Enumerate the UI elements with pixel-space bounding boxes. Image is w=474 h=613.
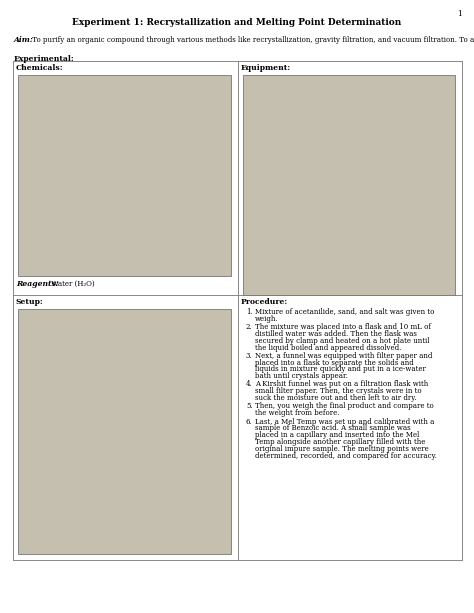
Text: distilled water was added. Then the flask was: distilled water was added. Then the flas…	[255, 330, 417, 338]
Text: A Kirshit funnel was put on a filtration flask with: A Kirshit funnel was put on a filtration…	[255, 381, 428, 389]
Text: The mixture was placed into a flask and 10 mL of: The mixture was placed into a flask and …	[255, 323, 431, 331]
Text: Water (H₂O): Water (H₂O)	[49, 280, 95, 288]
Text: Setup:: Setup:	[16, 298, 44, 306]
Text: Experiment 1: Recrystallization and Melting Point Determination: Experiment 1: Recrystallization and Melt…	[73, 18, 401, 27]
Text: Aim:: Aim:	[14, 36, 34, 44]
Text: 1.: 1.	[246, 308, 253, 316]
Text: Next, a funnel was equipped with filter paper and: Next, a funnel was equipped with filter …	[255, 352, 432, 360]
Text: To purify an organic compound through various methods like recrystallization, gr: To purify an organic compound through va…	[30, 36, 474, 44]
Text: original impure sample. The melting points were: original impure sample. The melting poin…	[255, 444, 429, 452]
Text: Experimental:: Experimental:	[14, 55, 75, 63]
Text: weigh.: weigh.	[255, 315, 279, 323]
Bar	[18, 309, 231, 554]
Text: liquids in mixture quickly and put in a ice-water: liquids in mixture quickly and put in a …	[255, 365, 426, 373]
Text: 5.: 5.	[246, 402, 253, 410]
Text: small filter paper. Then, the crystals were in to: small filter paper. Then, the crystals w…	[255, 387, 422, 395]
Text: 2.: 2.	[246, 323, 253, 331]
Text: secured by clamp and heated on a hot plate until: secured by clamp and heated on a hot pla…	[255, 337, 429, 345]
Bar	[18, 75, 231, 276]
Text: 3.: 3.	[246, 352, 253, 360]
Text: 4.: 4.	[246, 381, 253, 389]
Text: the liquid boiled and appeared dissolved.: the liquid boiled and appeared dissolved…	[255, 343, 401, 351]
Text: Equipment:: Equipment:	[241, 64, 291, 72]
Text: Temp alongside another capillary filled with the: Temp alongside another capillary filled …	[255, 438, 425, 446]
Text: Mixture of acetanilide, sand, and salt was given to: Mixture of acetanilide, sand, and salt w…	[255, 308, 434, 316]
Text: sample of Benzoic acid. A small sample was: sample of Benzoic acid. A small sample w…	[255, 424, 410, 432]
Text: suck the moisture out and then left to air dry.: suck the moisture out and then left to a…	[255, 394, 417, 402]
Text: the weight from before.: the weight from before.	[255, 409, 339, 417]
Text: 6.: 6.	[246, 417, 253, 425]
Text: Chemicals:: Chemicals:	[16, 64, 64, 72]
Text: determined, recorded, and compared for accuracy.: determined, recorded, and compared for a…	[255, 452, 437, 460]
Text: 1: 1	[457, 10, 462, 18]
Text: bath until crystals appear.: bath until crystals appear.	[255, 372, 348, 380]
Text: placed in a capillary and inserted into the Mel: placed in a capillary and inserted into …	[255, 431, 419, 439]
Text: Last, a Mel Temp was set up and calibrated with a: Last, a Mel Temp was set up and calibrat…	[255, 417, 434, 425]
Text: Then, you weigh the final product and compare to: Then, you weigh the final product and co…	[255, 402, 434, 410]
Text: Reagents:: Reagents:	[16, 280, 59, 288]
Text: placed into a flask to separate the solids and: placed into a flask to separate the soli…	[255, 359, 414, 367]
Text: Procedure:: Procedure:	[241, 298, 288, 306]
Bar	[243, 75, 455, 295]
